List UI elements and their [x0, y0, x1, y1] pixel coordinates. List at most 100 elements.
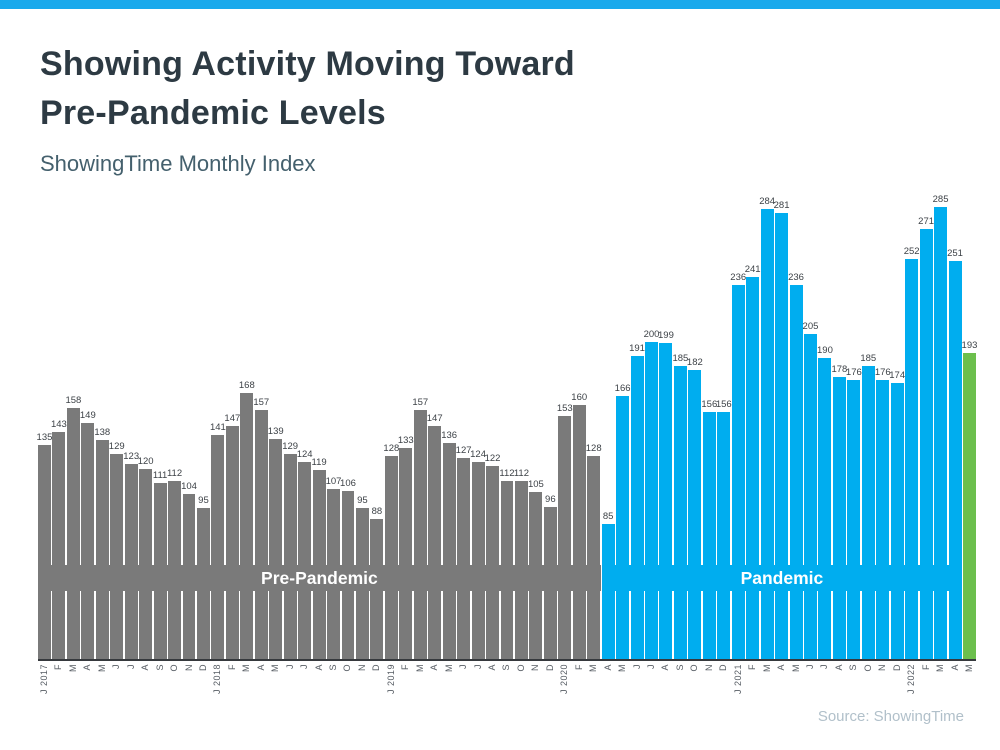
x-axis-tick-label: J [804, 664, 815, 669]
x-axis-tick-label: A [140, 664, 151, 671]
page-title: Showing Activity Moving Toward Pre-Pande… [40, 40, 960, 139]
x-axis-tick-label: A [313, 664, 324, 671]
bar [457, 458, 471, 659]
bar [746, 277, 760, 659]
x-axis-tick-label: M [443, 664, 454, 672]
bar [890, 383, 904, 659]
bar-value-label: 135 [36, 432, 53, 443]
bar-column: 160 [571, 199, 587, 659]
bar-chart: Pre-Pandemic Pandemic 135 143 158 149 138 129… [37, 194, 978, 722]
bar [38, 445, 51, 659]
x-axis-tick-label: J [646, 664, 656, 669]
bar-column: 124 [297, 199, 313, 659]
chart-header: Showing Activity Moving Toward Pre-Pande… [40, 40, 960, 177]
bar-value-label: 236 [788, 272, 804, 283]
bar-value-label: 133 [397, 435, 414, 446]
bar-column: 128 [586, 199, 602, 659]
bar-value-label: 281 [773, 200, 790, 211]
x-axis-tick-label: O [515, 664, 526, 672]
x-axis-tick-label: M [790, 664, 801, 672]
title-line-1: Showing Activity Moving Toward [40, 45, 575, 83]
bar-value-label: 182 [686, 357, 703, 368]
bar-value-label: 176 [874, 367, 891, 378]
bar-value-label: 157 [412, 397, 429, 408]
x-axis-tick-label: J 2017 [38, 664, 49, 695]
bar-value-label: 111 [152, 470, 168, 481]
bar [601, 524, 615, 659]
x-axis-tick-label: F [53, 664, 64, 670]
bar-value-label: 241 [744, 264, 761, 275]
x-axis-tick-label: M [241, 664, 252, 672]
x-axis-tick-label: O [169, 664, 180, 672]
top-accent-strip [0, 0, 1000, 9]
bar [298, 462, 312, 659]
x-axis-tick-label: J [125, 664, 136, 669]
bar-column: 166 [615, 199, 631, 659]
bar-column: 141 [210, 199, 226, 659]
bar-column: 139 [268, 199, 284, 659]
bar-value-label: 200 [643, 329, 660, 340]
bar-value-label: 122 [484, 453, 501, 464]
bar-value-label: 205 [802, 321, 819, 332]
bar [81, 423, 95, 659]
bar-column: 158 [65, 199, 81, 659]
bar-value-label: 95 [357, 495, 368, 506]
bar-value-label: 105 [527, 479, 544, 490]
x-axis-tick-label: M [963, 664, 974, 672]
bar-column: 129 [282, 199, 298, 659]
bar [254, 410, 268, 659]
bar-value-label: 158 [65, 395, 82, 406]
bar-value-label: 147 [426, 413, 443, 424]
x-axis-tick-label: S [501, 664, 512, 671]
bar-value-label: 193 [961, 340, 978, 351]
bar-value-label: 124 [296, 449, 313, 460]
bar-column: 119 [312, 199, 327, 659]
x-axis-tick-label: A [429, 664, 440, 671]
bar [630, 356, 644, 659]
bar-column: 251 [947, 199, 963, 659]
bar-column: 252 [904, 199, 920, 659]
bar [688, 370, 702, 659]
bar-value-label: 128 [383, 443, 400, 454]
bar-value-label: 285 [932, 194, 949, 205]
x-axis-tick-label: A [487, 664, 498, 671]
x-axis-tick-label: J [458, 664, 469, 669]
bar [804, 334, 817, 659]
bar [963, 353, 976, 659]
bar [240, 393, 254, 659]
bar [139, 469, 153, 659]
bar [399, 448, 413, 659]
bar-value-label: 149 [79, 410, 96, 421]
bar-column: 120 [138, 199, 154, 659]
chart-subtitle: ShowingTime Monthly Index [40, 150, 316, 176]
bar [572, 405, 586, 659]
x-axis-tick-label: M [67, 664, 78, 672]
bar [616, 396, 630, 659]
bar [847, 380, 861, 659]
bar-value-label: 127 [455, 445, 472, 456]
bar-value-label: 236 [730, 272, 747, 283]
bar [558, 416, 572, 659]
bar [52, 432, 66, 659]
bar [673, 366, 687, 659]
x-axis-tick-label: J [631, 664, 642, 669]
bar-value-label: 112 [499, 468, 515, 479]
bar [702, 412, 716, 659]
x-axis-tick-label: A [602, 664, 613, 671]
x-axis-tick-label: M [414, 664, 425, 672]
bar-column: 129 [109, 199, 125, 659]
bar-value-label: 129 [108, 441, 125, 452]
bar-value-label: 156 [701, 399, 718, 410]
x-axis-tick-label: J [472, 664, 483, 669]
bar-column: 147 [224, 199, 240, 659]
x-axis-tick-label: J 2021 [732, 664, 743, 695]
bar-column: 127 [456, 199, 472, 659]
bar [876, 380, 890, 659]
x-axis-tick-label: J [299, 664, 310, 669]
bar [428, 426, 442, 659]
bar-column: 153 [557, 199, 573, 659]
x-axis-tick-label: O [689, 664, 700, 672]
bar [717, 412, 731, 659]
bar [645, 342, 658, 659]
x-axis-tick-label: J 2020 [559, 664, 570, 695]
